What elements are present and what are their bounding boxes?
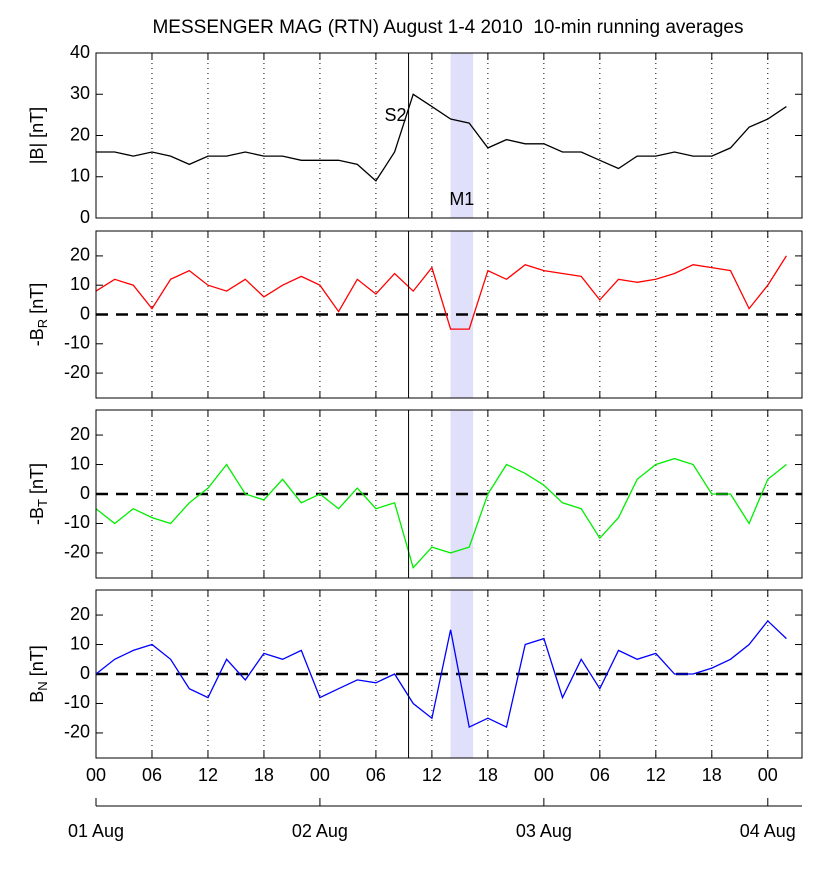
y-tick-label: -20 — [64, 362, 90, 382]
y-axis-label-part: B — [27, 691, 47, 703]
y-tick-label: 10 — [70, 274, 90, 294]
y-tick-label: 0 — [80, 303, 90, 323]
x-tick-label: 18 — [478, 765, 498, 785]
y-axis-label-part: -B — [27, 507, 47, 525]
y-tick-label: 10 — [70, 166, 90, 186]
y-tick-label: 40 — [70, 42, 90, 62]
y-axis-label-part: [nT] — [27, 645, 47, 681]
y-axis-label-part: |B| [nT] — [27, 107, 47, 164]
x-tick-label: 06 — [366, 765, 386, 785]
plot-frame — [95, 409, 803, 579]
date-tick-label: 04 Aug — [740, 821, 796, 841]
x-tick-label: 18 — [702, 765, 722, 785]
y-axis-label-part: T — [35, 499, 50, 507]
annotation: M1 — [449, 189, 474, 209]
x-tick-label: 12 — [422, 765, 442, 785]
y-tick-label: 0 — [80, 207, 90, 227]
y-tick-label: 10 — [70, 453, 90, 473]
y-tick-label: -20 — [64, 542, 90, 562]
y-tick-label: -10 — [64, 333, 90, 353]
panel: 00 06 12 18 00 06 12 18 00 06 12 18 00 -20 -10 0 10 20 BN … — [27, 589, 803, 841]
y-axis-label-part: N — [35, 681, 50, 690]
plot-frame — [95, 52, 803, 219]
x-tick-label: 12 — [646, 765, 666, 785]
annotation: S2 — [385, 105, 407, 125]
y-tick-label: 20 — [70, 424, 90, 444]
data-line — [96, 93, 787, 182]
panel: 0 10 20 30 40 S2 M1 |B| [nT] — [27, 42, 803, 227]
plot-frame — [95, 589, 803, 759]
y-axis-label: |B| [nT] — [27, 107, 47, 164]
y-tick-label: 30 — [70, 83, 90, 103]
y-axis-label-part: R — [35, 319, 50, 328]
plot-frame — [95, 230, 803, 399]
y-tick-label: -10 — [64, 512, 90, 532]
chart-title: MESSENGER MAG (RTN) August 1-4 2010 10-m… — [152, 17, 743, 38]
x-tick-label: 12 — [198, 765, 218, 785]
x-tick-label: 06 — [590, 765, 610, 785]
y-axis-label: -BR [nT] — [27, 283, 51, 346]
y-tick-label: 20 — [70, 245, 90, 265]
y-tick-label: 0 — [80, 663, 90, 683]
date-tick-label: 02 Aug — [292, 821, 348, 841]
data-line — [95, 619, 787, 729]
y-axis-label: -BT [nT] — [27, 463, 51, 525]
x-tick-label: 00 — [758, 765, 778, 785]
y-axis-label-part: [nT] — [27, 463, 47, 499]
x-tick-label: 00 — [86, 765, 106, 785]
y-tick-label: 20 — [70, 604, 90, 624]
panel: -20 -10 0 10 20 -BT [nT] — [27, 409, 803, 579]
date-tick-label: 01 Aug — [68, 821, 124, 841]
panel: -20 -10 0 10 20 -BR [nT] — [27, 230, 803, 399]
data-line — [95, 457, 787, 570]
x-tick-label: 00 — [310, 765, 330, 785]
interval-shade — [450, 53, 474, 218]
y-axis-label-part: -B — [27, 328, 47, 346]
x-tick-label: 06 — [142, 765, 162, 785]
x-tick-label: 18 — [254, 765, 274, 785]
date-tick-label: 03 Aug — [516, 821, 572, 841]
y-tick-label: 0 — [80, 483, 90, 503]
data-line — [95, 255, 787, 330]
y-tick-label: 20 — [70, 124, 90, 144]
y-tick-label: 10 — [70, 633, 90, 653]
y-axis-label: BN [nT] — [27, 645, 51, 702]
x-tick-label: 00 — [534, 765, 554, 785]
y-tick-label: -10 — [64, 692, 90, 712]
y-axis-label-part: [nT] — [27, 283, 47, 319]
y-tick-label: -20 — [64, 722, 90, 742]
